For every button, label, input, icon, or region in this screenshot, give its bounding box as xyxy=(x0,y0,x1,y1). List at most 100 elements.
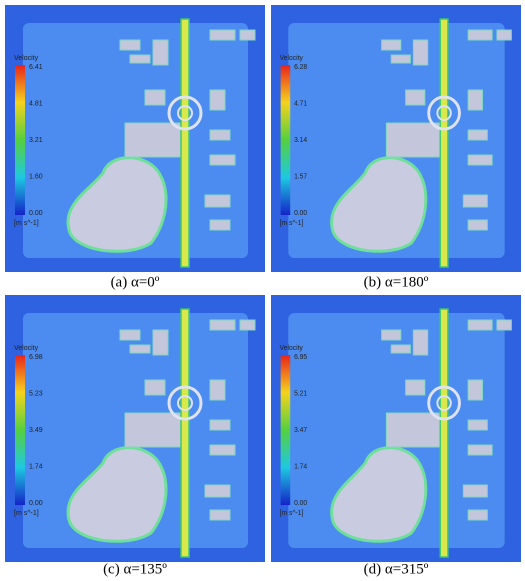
building xyxy=(385,412,445,448)
colorbar xyxy=(15,355,25,505)
building xyxy=(209,319,236,331)
unit-label: [m s^-1] xyxy=(280,510,304,517)
building xyxy=(239,29,256,41)
colorbar-label: 3.47 xyxy=(294,427,307,434)
colorbar-label: 4.71 xyxy=(294,100,307,107)
building xyxy=(144,89,166,106)
colorbar-label: 1.74 xyxy=(294,463,307,470)
building xyxy=(209,444,236,456)
building xyxy=(412,329,429,356)
building xyxy=(467,319,493,331)
colorbar-label: 1.74 xyxy=(29,463,43,470)
building xyxy=(119,39,141,51)
building xyxy=(129,54,151,64)
road xyxy=(439,308,449,558)
colorbar-label: 3.49 xyxy=(29,427,43,434)
building xyxy=(405,379,426,396)
building xyxy=(467,379,484,401)
colorbar xyxy=(15,65,25,215)
building xyxy=(467,444,493,456)
building xyxy=(467,129,488,141)
colorbar-label: 6.41 xyxy=(29,64,43,71)
building xyxy=(129,344,151,354)
panel: Velocity 6.28 4.71 3.14 1.57 0.00 [m s^-1] xyxy=(271,5,521,272)
colorbar-label: 6.28 xyxy=(294,64,307,71)
colorbar-label: 3.21 xyxy=(29,137,43,144)
building xyxy=(385,122,445,158)
roundabout xyxy=(427,95,461,131)
road xyxy=(180,308,190,558)
colorbar-label: 5.21 xyxy=(294,390,307,397)
colorbar-label: 6.98 xyxy=(29,354,43,361)
building xyxy=(152,329,169,356)
road xyxy=(439,18,449,268)
caption: (a) α=0º xyxy=(111,274,160,290)
building xyxy=(412,39,429,66)
caption: (c) α=135º xyxy=(103,561,167,577)
caption: (d) α=315º xyxy=(364,561,429,577)
roundabout xyxy=(427,385,461,421)
building xyxy=(381,39,402,51)
roundabout-inner xyxy=(436,105,452,121)
legend-title: Velocity xyxy=(14,55,39,62)
building xyxy=(381,329,402,341)
panel: Velocity 6.98 5.23 3.49 1.74 0.00 [m s^-1] xyxy=(5,295,265,562)
building xyxy=(209,29,236,41)
colorbar xyxy=(280,355,291,505)
building xyxy=(209,89,226,111)
building xyxy=(204,194,231,208)
building xyxy=(405,89,426,106)
colorbar-label: 0.00 xyxy=(294,500,307,507)
building xyxy=(209,419,231,431)
building xyxy=(124,122,186,158)
building xyxy=(467,509,488,521)
unit-label: [m s^-1] xyxy=(280,220,304,227)
colorbar-label: 3.14 xyxy=(294,137,307,144)
colorbar-label: 0.00 xyxy=(294,210,307,217)
colorbar-label: 1.57 xyxy=(294,173,307,180)
building xyxy=(209,219,231,231)
roundabout xyxy=(167,95,203,131)
colorbar-label: 0.00 xyxy=(29,500,43,507)
building xyxy=(496,319,512,331)
legend-title: Velocity xyxy=(14,345,39,352)
building xyxy=(390,344,411,354)
lake xyxy=(330,446,428,543)
building xyxy=(144,379,166,396)
building xyxy=(209,154,236,166)
legend-title: Velocity xyxy=(280,345,304,352)
colorbar-label: 1.60 xyxy=(29,173,43,180)
roundabout-inner xyxy=(436,395,452,411)
building xyxy=(209,129,231,141)
building xyxy=(152,39,169,66)
legend-title: Velocity xyxy=(280,55,304,62)
colorbar xyxy=(280,65,291,215)
building xyxy=(209,379,226,401)
building xyxy=(209,509,231,521)
building xyxy=(462,194,488,208)
panel: Velocity 6.41 4.81 3.21 1.60 0.00 [m s^-1] xyxy=(5,5,265,272)
building xyxy=(467,29,493,41)
colorbar-label: 6.95 xyxy=(294,354,307,361)
unit-label: [m s^-1] xyxy=(14,220,39,227)
building xyxy=(390,54,411,64)
panel: Velocity 6.95 5.21 3.47 1.74 0.00 [m s^-1] xyxy=(271,295,521,562)
building xyxy=(467,154,493,166)
roundabout-inner xyxy=(177,105,193,121)
roundabout xyxy=(167,385,203,421)
unit-label: [m s^-1] xyxy=(14,510,39,517)
building xyxy=(467,219,488,231)
lake xyxy=(66,446,168,543)
building xyxy=(204,484,231,498)
building xyxy=(467,89,484,111)
road xyxy=(180,18,190,268)
building xyxy=(124,412,186,448)
building xyxy=(462,484,488,498)
lake xyxy=(330,156,428,253)
lake xyxy=(66,156,168,253)
colorbar-label: 4.81 xyxy=(29,100,43,107)
roundabout-inner xyxy=(177,395,193,411)
building xyxy=(467,419,488,431)
building xyxy=(119,329,141,341)
